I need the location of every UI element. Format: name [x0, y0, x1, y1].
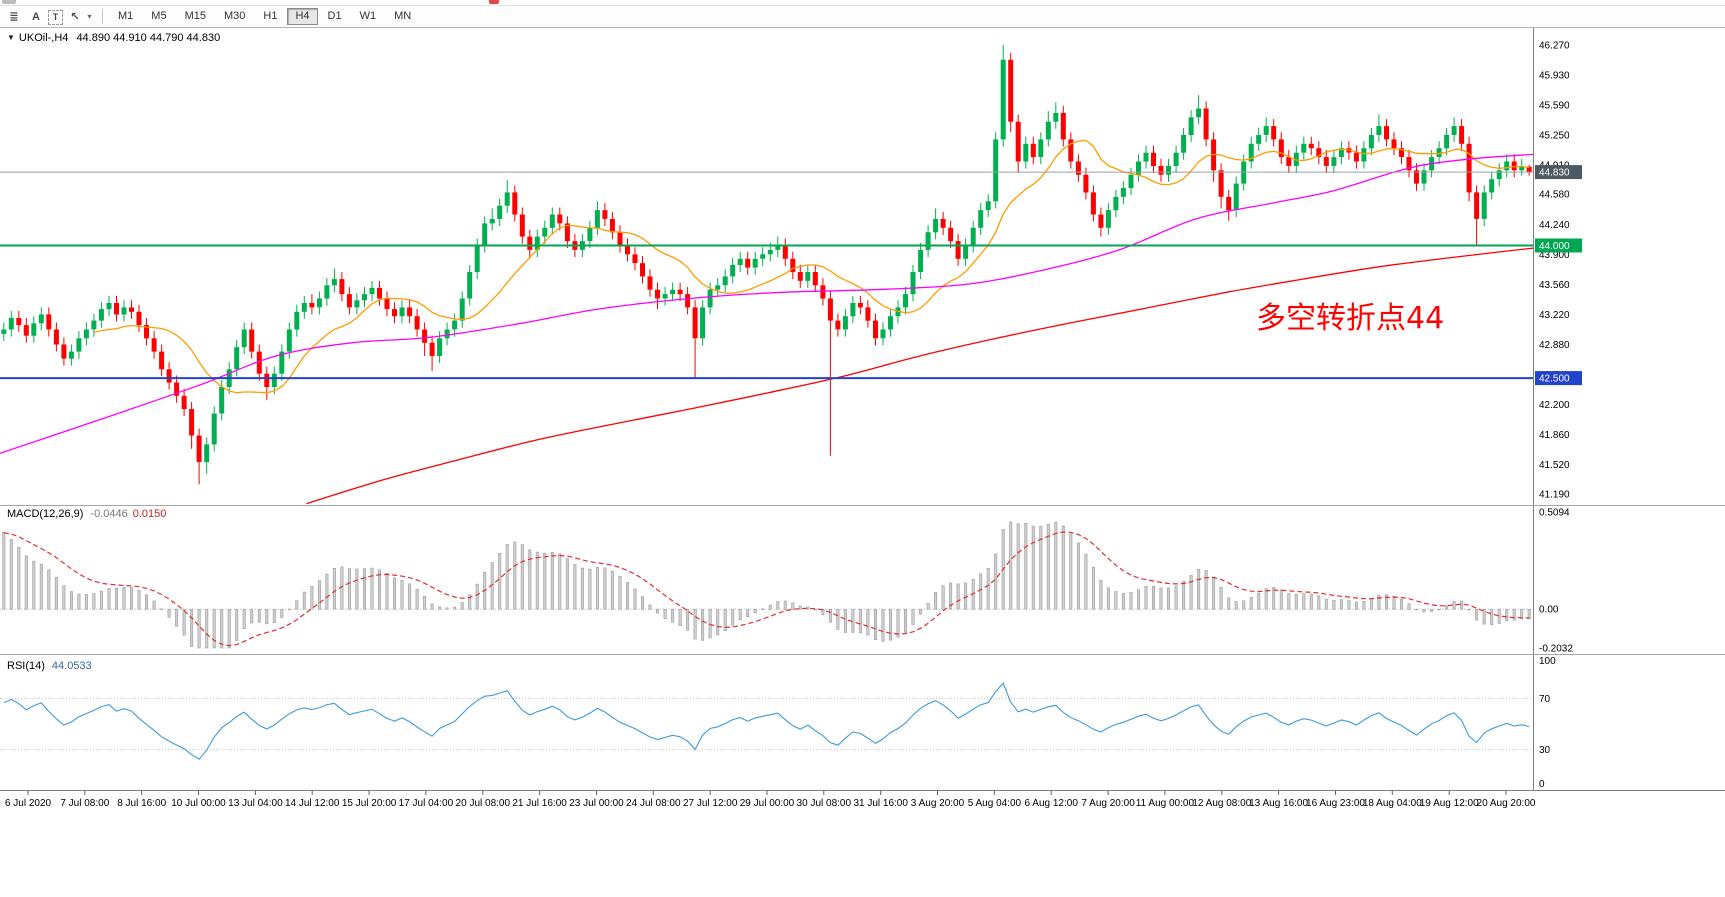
svg-text:0.5094: 0.5094: [1539, 508, 1570, 519]
svg-text:18 Aug 04:00: 18 Aug 04:00: [1363, 798, 1422, 809]
collapse-chart-icon[interactable]: ▼: [7, 33, 15, 42]
text-insert-tool[interactable]: A: [32, 10, 40, 23]
svg-text:11 Aug 00:00: 11 Aug 00:00: [1136, 798, 1195, 809]
svg-text:7 Aug 20:00: 7 Aug 20:00: [1081, 798, 1135, 809]
chart-title: ▼ UKOil-,H4 44.890 44.910 44.790 44.830: [7, 32, 220, 44]
timeframe-m1[interactable]: M1: [118, 10, 134, 22]
svg-text:45.930: 45.930: [1539, 70, 1570, 81]
tick-list-icon[interactable]: ≣: [9, 11, 19, 23]
svg-text:19 Aug 12:00: 19 Aug 12:00: [1420, 798, 1479, 809]
svg-text:17 Jul 04:00: 17 Jul 04:00: [399, 798, 454, 809]
svg-text:23 Jul 00:00: 23 Jul 00:00: [569, 798, 624, 809]
svg-text:8 Jul 16:00: 8 Jul 16:00: [117, 798, 166, 809]
chart-svg[interactable]: 多空转折点4446.27045.93045.59045.25044.91044.…: [0, 28, 1725, 814]
rsi-value: 44.0533: [51, 660, 92, 672]
chart-symbol-period: UKOil-,H4: [18, 32, 69, 44]
macd-histogram: [2, 521, 1531, 649]
svg-text:100: 100: [1539, 656, 1556, 667]
rsi-scale-labels[interactable]: 100 70 30 0: [1539, 656, 1556, 790]
svg-text:15 Jul 20:00: 15 Jul 20:00: [342, 798, 397, 809]
svg-text:3 Aug 20:00: 3 Aug 20:00: [911, 798, 965, 809]
price-scale-labels[interactable]: 46.27045.93045.59045.25044.91044.58044.2…: [1539, 40, 1570, 500]
slow-ma-line: [306, 247, 1534, 505]
svg-text:42.200: 42.200: [1539, 400, 1570, 411]
svg-text:29 Jul 00:00: 29 Jul 00:00: [740, 798, 795, 809]
macd-main-value: -0.0446: [90, 508, 128, 520]
svg-text:46.270: 46.270: [1539, 40, 1570, 51]
svg-text:44.000: 44.000: [1539, 241, 1570, 252]
svg-text:6 Jul 2020: 6 Jul 2020: [5, 798, 52, 809]
svg-text:10 Jul 00:00: 10 Jul 00:00: [171, 798, 226, 809]
svg-text:44.580: 44.580: [1539, 190, 1570, 201]
macd-signal-value: 0.0150: [132, 508, 167, 520]
timeframe-m30[interactable]: M30: [223, 10, 246, 22]
clipped-toolbar-icon-red: [489, 0, 499, 4]
svg-text:0: 0: [1539, 779, 1545, 790]
rsi-label: RSI(14): [7, 660, 45, 672]
svg-text:7 Jul 08:00: 7 Jul 08:00: [60, 798, 109, 809]
timeframe-m15[interactable]: M15: [184, 10, 206, 22]
svg-text:20 Aug 20:00: 20 Aug 20:00: [1477, 798, 1536, 809]
svg-text:24 Jul 08:00: 24 Jul 08:00: [626, 798, 681, 809]
candles: [1, 44, 1532, 485]
svg-text:16 Aug 23:00: 16 Aug 23:00: [1306, 798, 1365, 809]
svg-text:43.220: 43.220: [1539, 310, 1570, 321]
ma-fast-line: [93, 139, 1530, 394]
svg-text:14 Jul 12:00: 14 Jul 12:00: [285, 798, 340, 809]
svg-text:45.590: 45.590: [1539, 100, 1570, 111]
svg-text:13 Jul 04:00: 13 Jul 04:00: [228, 798, 283, 809]
medium-ma-line: [0, 153, 1534, 454]
svg-text:13 Aug 16:00: 13 Aug 16:00: [1249, 798, 1308, 809]
timeframe-m5[interactable]: M5: [151, 10, 167, 22]
chart-ohlc-values: 44.890 44.910 44.790 44.830: [76, 32, 221, 44]
rsi-level-lines: [0, 697, 1533, 751]
svg-text:41.190: 41.190: [1539, 489, 1570, 500]
svg-text:31 Jul 16:00: 31 Jul 16:00: [853, 798, 908, 809]
svg-text:43.560: 43.560: [1539, 280, 1570, 291]
cursor-arrow-tool[interactable]: ↖: [70, 11, 80, 23]
timeframe-d1[interactable]: D1: [327, 10, 342, 22]
chart-annotation: 多空转折点44: [1256, 301, 1444, 336]
chart-canvas[interactable]: 多空转折点4446.27045.93045.59045.25044.91044.…: [0, 28, 1725, 814]
svg-text:43.900: 43.900: [1539, 250, 1570, 261]
svg-text:70: 70: [1539, 694, 1551, 705]
timeframe-mn[interactable]: MN: [394, 10, 412, 22]
svg-text:41.860: 41.860: [1539, 430, 1570, 441]
svg-text:5 Aug 04:00: 5 Aug 04:00: [968, 798, 1022, 809]
svg-text:27 Jul 12:00: 27 Jul 12:00: [683, 798, 738, 809]
clipped-toolbar-row: [0, 0, 1725, 6]
text-frame-tool[interactable]: T: [48, 9, 63, 25]
rsi-line: [3, 682, 1530, 760]
macd-label: MACD(12,26,9): [7, 508, 84, 520]
svg-text:6 Aug 12:00: 6 Aug 12:00: [1025, 798, 1079, 809]
svg-text:42.500: 42.500: [1539, 374, 1570, 385]
tools-dropdown-caret[interactable]: ▾: [87, 12, 92, 21]
timeframe-h4[interactable]: H4: [287, 8, 318, 25]
clipped-toolbar-icon-left: [2, 0, 16, 4]
svg-text:0.00: 0.00: [1539, 605, 1559, 616]
time-axis-labels[interactable]: 6 Jul 2020 7 Jul 08:00 8 Jul 16:00 10 Jul 0…: [5, 790, 1536, 810]
svg-text:41.520: 41.520: [1539, 460, 1570, 471]
toolbar-separator: [102, 9, 103, 24]
svg-text:-0.2032: -0.2032: [1539, 644, 1573, 655]
svg-text:21 Jul 16:00: 21 Jul 16:00: [512, 798, 567, 809]
macd-signal-line: [3, 531, 1530, 647]
svg-text:30: 30: [1539, 745, 1551, 756]
svg-text:45.250: 45.250: [1539, 131, 1570, 142]
macd-indicator-title: MACD(12,26,9) -0.0446 0.0150: [7, 508, 166, 520]
timeframe-h1[interactable]: H1: [263, 10, 278, 22]
horizontal-level-lines[interactable]: [0, 171, 1533, 380]
toolbar-row: ≣ A T ↖ ▾ M1 M5 M15 M30 H1 H4 D1 W1 MN: [0, 6, 1725, 28]
svg-text:20 Jul 08:00: 20 Jul 08:00: [456, 798, 511, 809]
toolbar: ≣ A T ↖ ▾ M1 M5 M15 M30 H1 H4 D1 W1 MN: [0, 0, 1725, 28]
rsi-indicator-title: RSI(14) 44.0533: [7, 660, 92, 672]
svg-text:12 Aug 08:00: 12 Aug 08:00: [1192, 798, 1251, 809]
price-badges: 44.830 44.000 42.500: [1535, 165, 1582, 386]
timeframe-w1[interactable]: W1: [359, 10, 377, 22]
svg-text:30 Jul 08:00: 30 Jul 08:00: [797, 798, 852, 809]
svg-text:44.240: 44.240: [1539, 220, 1570, 231]
svg-text:44.830: 44.830: [1539, 168, 1570, 179]
svg-text:42.880: 42.880: [1539, 340, 1570, 351]
macd-scale-labels[interactable]: 0.5094 0.00 -0.2032: [1539, 508, 1573, 655]
